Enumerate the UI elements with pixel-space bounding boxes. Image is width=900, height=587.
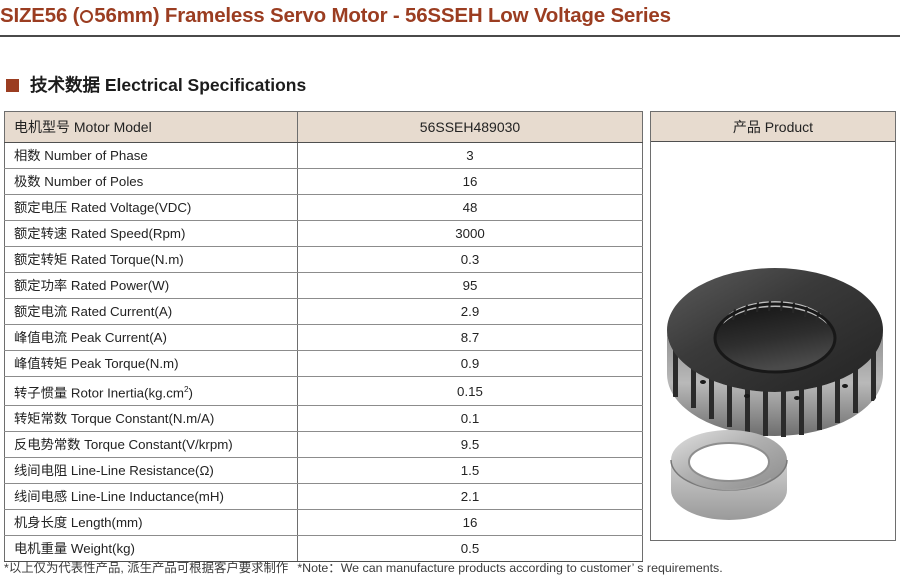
row-label: 额定转矩 Rated Torque(N.m) bbox=[4, 246, 298, 273]
row-label: 极数 Number of Poles bbox=[4, 168, 298, 195]
row-value: 3000 bbox=[297, 220, 643, 247]
header-cell-model-value: 56SSEH489030 bbox=[297, 111, 643, 143]
product-column-header: 产品 Product bbox=[651, 112, 895, 142]
row-label: 机身长度 Length(mm) bbox=[4, 509, 298, 537]
footnote-chinese: *以上仅为代表性产品, 派生产品可根据客户要求制作 bbox=[4, 561, 289, 575]
table-body: 电机型号 Motor Model 56SSEH489030 相数 Number … bbox=[4, 111, 643, 563]
footnote-english: *Note：We can manufacture products accord… bbox=[297, 561, 723, 575]
row-label: 相数 Number of Phase bbox=[4, 142, 298, 169]
header-cell-motor-model: 电机型号 Motor Model bbox=[4, 111, 298, 143]
footnote: *以上仅为代表性产品, 派生产品可根据客户要求制作 *Note：We can ma… bbox=[4, 558, 896, 576]
title-divider bbox=[0, 35, 900, 37]
table-row: 额定电压 Rated Voltage(VDC) 48 bbox=[4, 194, 643, 221]
product-column: 产品 Product bbox=[650, 111, 896, 541]
frameless-motor-photo bbox=[667, 268, 883, 520]
rotor-inertia-superscript: 2 bbox=[183, 385, 189, 394]
row-value: 48 bbox=[297, 194, 643, 221]
table-row: 转子惯量 Rotor Inertia(kg.cm2) 0.15 bbox=[4, 375, 643, 407]
table-row: 电机重量 Weight(kg) 0.5 bbox=[4, 535, 643, 563]
table-row: 峰值电流 Peak Current(A) 8.7 bbox=[4, 324, 643, 351]
row-value: 3 bbox=[297, 142, 643, 169]
row-value: 0.1 bbox=[297, 405, 643, 433]
rotor-inertia-label: 转子惯量 Rotor Inertia(kg.cm bbox=[14, 385, 184, 401]
row-value: 2.1 bbox=[297, 483, 643, 511]
row-label: 转矩常数 Torque Constant(N.m/A) bbox=[4, 405, 298, 433]
product-image-container bbox=[651, 142, 895, 540]
row-label: 额定功率 Rated Power(W) bbox=[4, 272, 298, 299]
page-title: SIZE56 ( 56mm) Frameless Servo Motor - 56… bbox=[0, 2, 900, 30]
row-value: 16 bbox=[297, 509, 643, 537]
row-value: 0.15 bbox=[297, 375, 643, 407]
row-label: 反电势常数 Torque Constant(V/krpm) bbox=[4, 431, 298, 459]
table-row: 峰值转矩 Peak Torque(N.m) 0.9 bbox=[4, 350, 643, 377]
row-label: 线间电阻 Line-Line Resistance(Ω) bbox=[4, 457, 298, 485]
section-heading: 技术数据 Electrical Specifications bbox=[6, 72, 306, 97]
title-suffix: 56mm) Frameless Servo Motor - 56SSEH Low… bbox=[94, 4, 671, 27]
title-prefix: SIZE56 ( bbox=[0, 4, 80, 27]
table-row: 反电势常数 Torque Constant(V/krpm) 9.5 bbox=[4, 431, 643, 459]
row-label: 线间电感 Line-Line Inductance(mH) bbox=[4, 483, 298, 511]
page-title-text: SIZE56 ( 56mm) Frameless Servo Motor - 56… bbox=[0, 4, 671, 28]
table-row: 线间电阻 Line-Line Resistance(Ω) 1.5 bbox=[4, 457, 643, 485]
table-row: 相数 Number of Phase 3 bbox=[4, 142, 643, 169]
row-label: 额定电流 Rated Current(A) bbox=[4, 298, 298, 325]
row-label: 峰值电流 Peak Current(A) bbox=[4, 324, 298, 351]
row-label: 峰值转矩 Peak Torque(N.m) bbox=[4, 350, 298, 377]
row-value: 0.9 bbox=[297, 350, 643, 377]
stator-bore bbox=[715, 304, 835, 372]
table-row: 机身长度 Length(mm) 16 bbox=[4, 509, 643, 537]
table-row: 额定转矩 Rated Torque(N.m) 0.3 bbox=[4, 246, 643, 273]
row-value: 95 bbox=[297, 272, 643, 299]
table-row: 线间电感 Line-Line Inductance(mH) 2.1 bbox=[4, 483, 643, 511]
row-value: 0.5 bbox=[297, 535, 643, 563]
row-value: 0.3 bbox=[297, 246, 643, 273]
row-value: 8.7 bbox=[297, 324, 643, 351]
table-header-row: 电机型号 Motor Model 56SSEH489030 bbox=[4, 111, 643, 143]
row-value: 1.5 bbox=[297, 457, 643, 485]
table-row: 转矩常数 Torque Constant(N.m/A) 0.1 bbox=[4, 405, 643, 433]
section-heading-label: 技术数据 Electrical Specifications bbox=[30, 75, 307, 95]
row-value: 2.9 bbox=[297, 298, 643, 325]
stator-lamination-teeth bbox=[673, 327, 876, 437]
stator-mounting-dimples bbox=[700, 380, 848, 400]
row-label: 额定转速 Rated Speed(Rpm) bbox=[4, 220, 298, 247]
row-label: 额定电压 Rated Voltage(VDC) bbox=[4, 194, 298, 221]
circle-diameter-icon bbox=[80, 10, 94, 23]
specifications-area: 电机型号 Motor Model 56SSEH489030 相数 Number … bbox=[4, 111, 896, 563]
row-value: 9.5 bbox=[297, 431, 643, 459]
stator-lamination-band bbox=[667, 330, 883, 436]
rotor-ring bbox=[670, 430, 788, 520]
square-bullet-icon bbox=[6, 79, 19, 92]
row-value: 16 bbox=[297, 168, 643, 195]
electrical-specifications-table: 电机型号 Motor Model 56SSEH489030 相数 Number … bbox=[4, 111, 643, 563]
table-row: 额定功率 Rated Power(W) 95 bbox=[4, 272, 643, 299]
row-label: 电机重量 Weight(kg) bbox=[4, 535, 298, 563]
row-label-rotor-inertia: 转子惯量 Rotor Inertia(kg.cm2) bbox=[4, 375, 298, 407]
table-row: 额定转速 Rated Speed(Rpm) 3000 bbox=[4, 220, 643, 247]
table-row: 极数 Number of Poles 16 bbox=[4, 168, 643, 195]
table-row: 额定电流 Rated Current(A) 2.9 bbox=[4, 298, 643, 325]
rotor-inertia-label-tail: ) bbox=[188, 385, 193, 401]
